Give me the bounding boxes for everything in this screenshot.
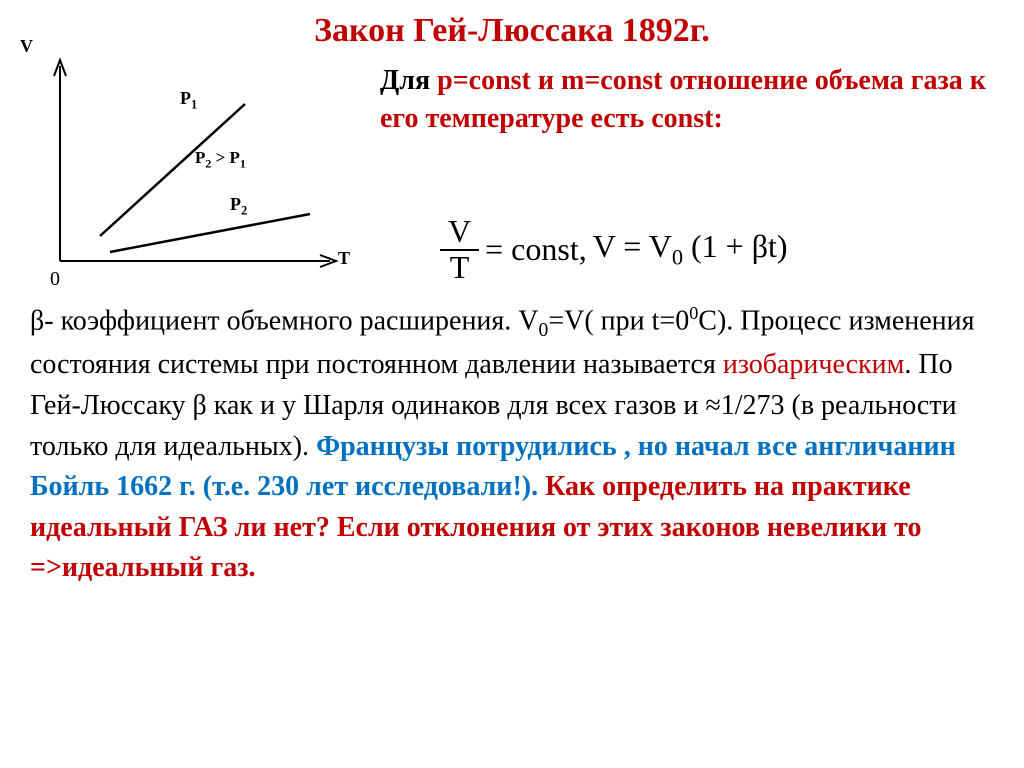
- b-t1-sub: 0: [539, 320, 549, 341]
- b-t1: β- коэффициент объемного расширения. V: [30, 305, 539, 336]
- frac-den: T: [442, 251, 478, 285]
- p1-label: P1: [180, 88, 197, 113]
- p1-text: P: [180, 88, 191, 108]
- b-t2-sup: 0: [689, 303, 698, 323]
- p1-sub: 1: [191, 98, 197, 112]
- p2-label: P2: [230, 194, 247, 219]
- x-axis-label: T: [338, 248, 350, 269]
- p2-text: P: [230, 194, 241, 214]
- origin-label: 0: [50, 268, 60, 291]
- body-paragraph: β- коэффициент объемного расширения. V0=…: [30, 300, 1000, 589]
- v-sub: 0: [672, 245, 683, 270]
- def-p1: Для: [380, 65, 437, 96]
- definition-text: Для p=const и m=const отношение объема г…: [380, 62, 1000, 138]
- eq-const: = const,: [485, 231, 587, 268]
- relation-label: P2 > P1: [195, 148, 246, 171]
- rel-right: P: [230, 148, 240, 167]
- v-eq: V = V: [593, 228, 672, 264]
- frac-num: V: [440, 215, 479, 251]
- formula-tail: (1 + βt): [683, 228, 788, 264]
- vt-chart: V T 0 P1 P2 P2 > P1: [20, 36, 360, 276]
- b-t2: =V( при t=0: [548, 305, 689, 336]
- rel-mid: >: [211, 148, 229, 167]
- rel-left: P: [195, 148, 205, 167]
- v-eq-wrap: V = V0 (1 + βt): [593, 228, 788, 270]
- fraction: V T: [440, 215, 479, 284]
- p2-sub: 2: [241, 204, 247, 218]
- def-cond: p=const и m=const: [437, 65, 662, 96]
- b-isobaric: изобарическим: [723, 349, 904, 380]
- formula: V T = const, V = V0 (1 + βt): [440, 215, 1000, 284]
- y-axis-label: V: [20, 36, 33, 57]
- rel-right-sub: 1: [240, 156, 246, 170]
- chart-svg: [20, 36, 360, 276]
